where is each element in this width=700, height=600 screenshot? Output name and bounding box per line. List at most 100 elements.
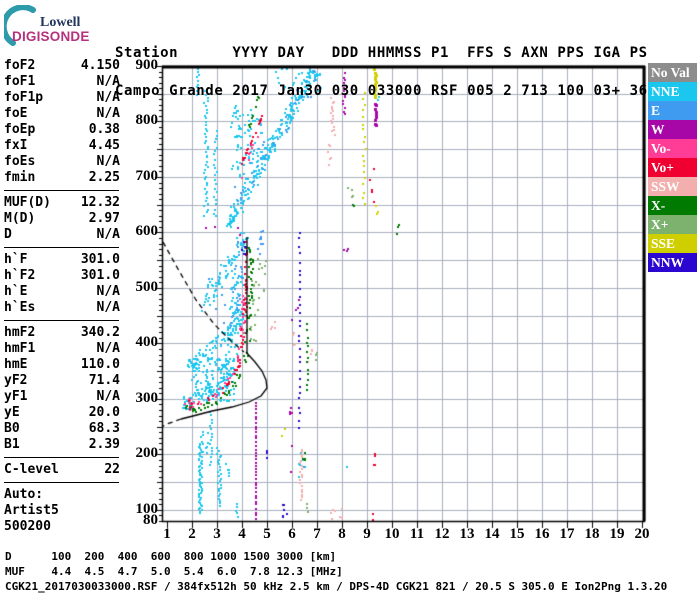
parameter-label: hmF1 — [4, 341, 36, 356]
logo-lowell-text: Lowell — [40, 15, 81, 30]
parameter-row-he: h`E N/A — [4, 284, 120, 300]
parameter-label: B0 — [4, 421, 20, 436]
parameter-label: foE — [4, 106, 28, 121]
parameter-row-b1: B1 2.39 — [4, 437, 120, 453]
parameter-label: Artist5 — [4, 503, 59, 518]
parameter-value: 4.150 — [80, 58, 120, 73]
panel-divider — [4, 457, 119, 458]
lowell-digisonde-logo: Lowell DIGISONDE — [4, 4, 114, 48]
y-tick-label-800: 800 — [135, 112, 159, 129]
parameter-label: foF1 — [4, 74, 36, 89]
x-tick-label-19: 19 — [609, 526, 625, 542]
parameter-value: 4.45 — [88, 138, 120, 153]
parameter-label: h`F — [4, 252, 28, 267]
legend-item-ssw: SSW — [648, 177, 697, 196]
parameter-value: N/A — [96, 90, 120, 105]
x-tick-label-14: 14 — [484, 526, 500, 542]
parameter-value: 0.38 — [88, 122, 120, 137]
parameter-value: N/A — [96, 389, 120, 404]
panel-divider — [4, 320, 119, 321]
parameter-label: foEs — [4, 154, 36, 169]
x-tick-label-13: 13 — [459, 526, 475, 542]
parameter-row-foe: foE N/A — [4, 106, 120, 122]
muf-row: MUF 4.4 4.5 4.7 5.0 5.4 6.0 7.8 12.3 [MH… — [5, 565, 343, 578]
parameter-label: D — [4, 227, 12, 242]
parameter-row-md: M(D) 2.97 — [4, 211, 120, 227]
parameter-value: 12.32 — [80, 195, 120, 210]
y-tick-label-100: 100 — [135, 500, 159, 517]
x-tick-label-2: 2 — [188, 526, 196, 542]
parameter-value: N/A — [96, 154, 120, 169]
parameter-label: Auto: — [4, 487, 44, 502]
parameter-value: 110.0 — [80, 357, 120, 372]
parameter-value: 301.0 — [80, 252, 120, 267]
parameter-row-clevel: C-level 22 — [4, 462, 120, 478]
y-tick-label-80: 80 — [143, 512, 158, 529]
parameter-label: fxI — [4, 138, 28, 153]
header-line-values: Campo Grande 2017 Jan30 030 033000 RSF 0… — [115, 82, 648, 99]
parameter-value: 2.25 — [88, 170, 120, 185]
logo-digisonde-text: DIGISONDE — [12, 29, 90, 44]
parameter-label: h`F2 — [4, 268, 36, 283]
parameter-label: B1 — [4, 437, 20, 452]
x-tick-label-16: 16 — [534, 526, 550, 542]
parameter-row-hme: hmE 110.0 — [4, 357, 120, 373]
parameter-row-500200: 500200 — [4, 519, 120, 535]
parameter-row-mufd: MUF(D) 12.32 — [4, 195, 120, 211]
parameter-value: N/A — [96, 227, 120, 242]
file-info-row: CGK21_2017030033000.RSF / 384fx512h 50 k… — [5, 580, 668, 593]
parameter-label: MUF(D) — [4, 195, 51, 210]
parameter-label: C-level — [4, 462, 59, 477]
x-tick-label-10: 10 — [384, 526, 400, 542]
parameter-value: N/A — [96, 74, 120, 89]
legend-item-vo-: Vo- — [648, 139, 697, 158]
y-tick-label-200: 200 — [135, 445, 159, 462]
parameter-row-foep: foEp 0.38 — [4, 122, 120, 138]
parameter-value: N/A — [96, 341, 120, 356]
parameter-row-ye: yE 20.0 — [4, 405, 120, 421]
legend-item-sse: SSE — [648, 234, 697, 253]
header-block: Station YYYY DAY DDD HHMMSS P1 FFS S AXN… — [115, 22, 648, 122]
x-tick-label-12: 12 — [434, 526, 450, 542]
legend-item-x+: X+ — [648, 215, 697, 234]
parameter-row-fof2: foF2 4.150 — [4, 58, 120, 74]
logo-arc-icon — [4, 5, 36, 46]
distance-row: D 100 200 400 600 800 1000 1500 3000 [km… — [5, 550, 337, 563]
x-tick-label-7: 7 — [313, 526, 321, 542]
y-tick-label-900: 900 — [135, 57, 159, 73]
parameter-row-fxi: fxI 4.45 — [4, 138, 120, 154]
parameter-label: foEp — [4, 122, 36, 137]
parameter-label: yF1 — [4, 389, 28, 404]
parameter-label: yF2 — [4, 373, 28, 388]
x-tick-label-18: 18 — [584, 526, 600, 542]
x-tick-label-4: 4 — [238, 526, 246, 542]
y-tick-label-400: 400 — [135, 334, 159, 351]
parameter-value: 340.2 — [80, 325, 120, 340]
x-tick-label-6: 6 — [288, 526, 296, 542]
legend-item-x-: X- — [648, 196, 697, 215]
x-tick-label-17: 17 — [559, 526, 575, 542]
parameter-value: 20.0 — [88, 405, 120, 420]
parameter-row-d: D N/A — [4, 227, 120, 243]
parameter-label: foF1p — [4, 90, 44, 105]
legend-item-no-val: No Val — [648, 63, 697, 82]
header-line-labels: Station YYYY DAY DDD HHMMSS P1 FFS S AXN… — [115, 45, 648, 61]
parameter-row-b0: B0 68.3 — [4, 421, 120, 437]
x-tick-label-5: 5 — [263, 526, 271, 542]
y-tick-label-600: 600 — [135, 223, 159, 240]
parameter-row-artist5: Artist5 — [4, 503, 120, 519]
parameter-value: 301.0 — [80, 268, 120, 283]
parameter-row-hmf2: hmF2 340.2 — [4, 325, 120, 341]
y-tick-label-500: 500 — [135, 278, 159, 295]
parameter-row-fof1p: foF1p N/A — [4, 90, 120, 106]
legend-item-nnw: NNW — [648, 253, 697, 272]
parameter-row-hes: h`Es N/A — [4, 300, 120, 316]
y-tick-label-300: 300 — [135, 389, 159, 406]
x-tick-label-15: 15 — [509, 526, 525, 542]
x-tick-label-9: 9 — [363, 526, 371, 542]
legend-item-nne: NNE — [648, 82, 697, 101]
parameter-row-fmin: fmin 2.25 — [4, 170, 120, 186]
parameter-label: h`Es — [4, 300, 36, 315]
x-tick-label-11: 11 — [409, 526, 425, 542]
legend-item-w: W — [648, 120, 697, 139]
